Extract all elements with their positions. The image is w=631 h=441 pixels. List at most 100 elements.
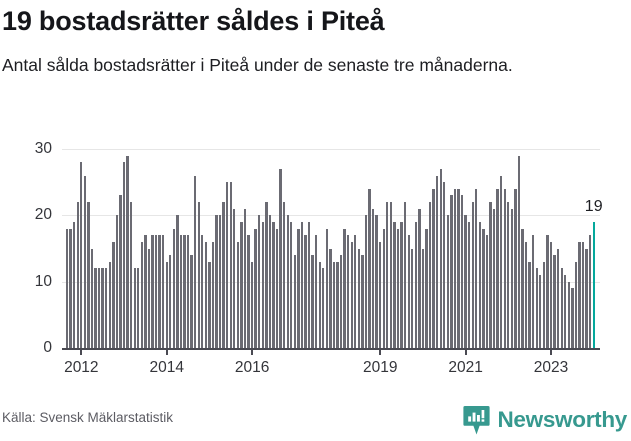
bar — [236, 241, 240, 348]
bar — [208, 261, 211, 348]
bar — [396, 228, 400, 348]
bar — [154, 235, 158, 348]
bar — [549, 241, 553, 348]
bar — [482, 228, 485, 348]
bar — [137, 268, 140, 348]
bar — [539, 275, 542, 348]
bar-series — [62, 149, 600, 348]
bar — [307, 221, 311, 348]
bar — [585, 248, 588, 348]
chart-subtitle: Antal sålda bostadsrätter i Piteå under … — [2, 55, 513, 75]
chart-footer: Källa: Svensk Mäklarstatistik Newsworthy — [0, 404, 631, 439]
bar — [407, 235, 410, 348]
bar — [240, 221, 243, 348]
chart-plot-area: 0 10 20 30 — [35, 140, 600, 356]
bar — [247, 235, 250, 348]
bar — [339, 255, 343, 348]
bar — [532, 235, 535, 348]
bar — [332, 261, 336, 348]
bar — [229, 182, 232, 348]
bar — [528, 261, 531, 348]
bar — [364, 215, 368, 348]
newsworthy-bars-pin-logo-icon — [463, 405, 491, 436]
bar — [254, 228, 257, 348]
bar — [186, 235, 190, 348]
bar — [325, 228, 328, 348]
bar — [514, 188, 517, 348]
x-axis: 2012 2014 2016 2019 2021 2023 — [62, 348, 600, 382]
bar — [83, 175, 87, 348]
page-title: 19 bostadsrätter såldes i Piteå — [2, 6, 385, 36]
bar — [76, 202, 79, 348]
bar — [507, 202, 510, 348]
bar — [478, 221, 481, 348]
bar — [279, 168, 282, 348]
bar — [265, 202, 268, 348]
bar — [329, 248, 332, 348]
bar — [496, 188, 499, 348]
bar — [179, 235, 183, 348]
bar — [581, 241, 585, 348]
y-axis-tick-label: 10 — [34, 272, 52, 290]
x-axis-tick-mark — [251, 348, 254, 355]
bar — [460, 195, 464, 348]
bar — [272, 221, 275, 348]
bar — [542, 261, 546, 348]
chart-plot-wrapper: 0 10 20 30 2012 2014 2016 2019 2021 2023 19 — [0, 131, 631, 383]
bar — [211, 241, 215, 348]
bar — [489, 202, 492, 348]
bar — [105, 268, 108, 348]
bar — [258, 215, 261, 348]
bar — [201, 235, 204, 348]
bar — [243, 208, 247, 348]
bar — [250, 261, 254, 348]
bar — [65, 228, 69, 348]
bar — [574, 261, 578, 348]
x-axis-tick-mark — [550, 348, 552, 355]
y-axis-tick-label: 30 — [34, 140, 52, 157]
bar — [467, 221, 471, 348]
bar — [112, 241, 115, 348]
bar — [578, 241, 581, 348]
bar — [322, 268, 325, 348]
bar — [439, 168, 442, 348]
source-note: Källa: Svensk Mäklarstatistik — [2, 410, 174, 425]
bar — [165, 261, 168, 348]
bar — [357, 248, 361, 348]
bar — [418, 208, 421, 348]
bar — [101, 268, 104, 348]
bar — [510, 208, 514, 348]
bar — [560, 268, 563, 348]
bar — [371, 208, 375, 348]
bar — [275, 228, 279, 348]
bar — [428, 202, 432, 348]
bar — [87, 202, 90, 348]
bar — [318, 261, 321, 348]
bar — [411, 248, 414, 348]
bar — [464, 215, 467, 348]
bar — [492, 208, 496, 348]
bar — [350, 241, 353, 348]
brand-logo: Newsworthy — [463, 404, 627, 436]
bar — [500, 175, 503, 348]
bar — [218, 215, 222, 348]
bar — [80, 162, 83, 348]
bar — [347, 235, 350, 348]
bar — [450, 195, 453, 348]
bar — [553, 255, 556, 348]
bar — [546, 235, 549, 348]
axis-baseline — [62, 348, 600, 350]
bar — [336, 261, 339, 348]
bar — [161, 235, 165, 348]
bar — [393, 221, 396, 348]
bar — [194, 175, 197, 348]
bar — [564, 275, 567, 348]
bar — [282, 202, 286, 348]
gridline — [62, 149, 600, 150]
bar — [222, 202, 225, 348]
bar — [556, 248, 560, 348]
x-axis-tick-mark — [80, 348, 83, 355]
bar — [386, 202, 389, 348]
bar — [521, 228, 524, 348]
bar — [375, 215, 378, 348]
